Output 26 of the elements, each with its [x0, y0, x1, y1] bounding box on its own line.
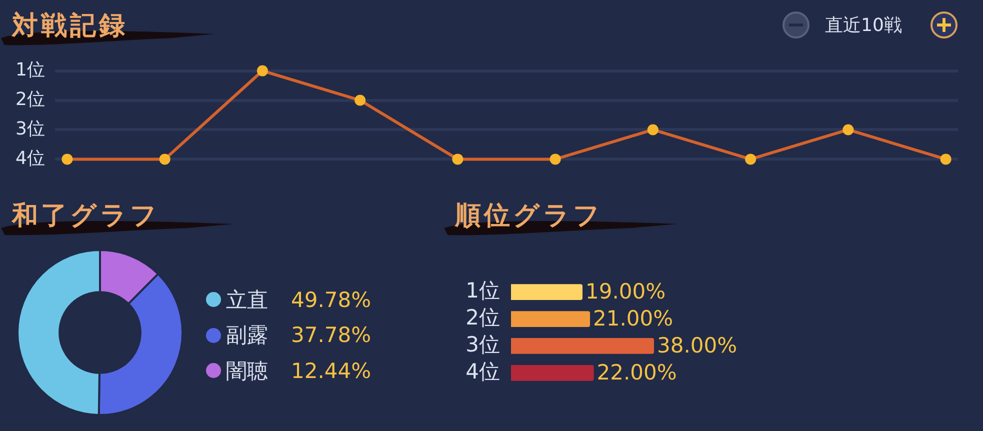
data-label: 19.00%: [586, 280, 666, 304]
legend-label: 闇聴: [226, 358, 269, 385]
chart-title: 和了グラフ: [12, 200, 160, 233]
chart-title: 順位グラフ: [455, 200, 603, 233]
y-tick-label: 1位: [466, 278, 500, 303]
bar: [511, 311, 590, 327]
y-tick-label: 4位: [16, 148, 45, 169]
y-tick-label: 2位: [16, 88, 45, 110]
data-label: 21.00%: [593, 306, 674, 330]
y-tick-label: 3位: [16, 118, 45, 140]
data-label: 49.78%: [291, 288, 372, 312]
bar: [511, 364, 594, 381]
data-label: 12.44%: [291, 358, 372, 383]
chart-subtitle: 直近10戦: [825, 14, 902, 37]
data-label: 37.78%: [291, 323, 372, 348]
bar: [511, 338, 654, 354]
legend-label: 立直: [226, 286, 269, 314]
chart-title: 対戦記録: [12, 10, 128, 43]
legend-label: 副露: [226, 322, 269, 350]
y-tick-label: 3位: [466, 332, 500, 356]
y-tick-label: 2位: [466, 305, 500, 330]
y-tick-label: 4位: [466, 359, 500, 384]
bar: [511, 284, 582, 300]
data-label: 38.00%: [657, 333, 738, 358]
data-label: 22.00%: [596, 360, 677, 384]
y-tick-label: 1位: [16, 59, 45, 80]
